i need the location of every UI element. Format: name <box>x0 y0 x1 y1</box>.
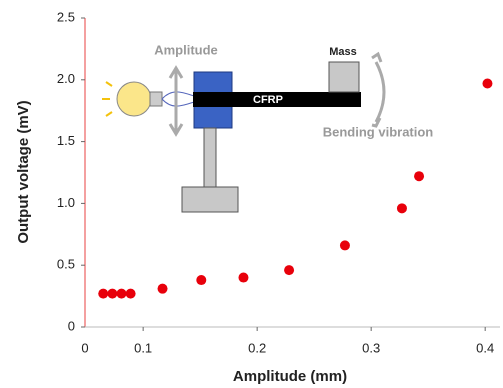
inset-diagram: Amplitude Mass CFRP Bending vibration <box>102 42 434 213</box>
bulb-base <box>149 91 163 107</box>
point <box>482 78 493 89</box>
annotation: Mass <box>329 46 357 58</box>
x-axis-title: Amplitude (mm) <box>233 368 347 385</box>
cfrp-beam <box>193 92 361 107</box>
point <box>157 283 168 294</box>
x-tick-label: 0.1 <box>134 340 152 355</box>
x-tick-label: 0.2 <box>248 340 266 355</box>
x-tick-label: 0.3 <box>362 340 380 355</box>
mass-block <box>328 61 360 93</box>
point <box>238 272 249 283</box>
wire <box>161 91 195 107</box>
point <box>98 288 109 299</box>
stand <box>203 127 217 189</box>
point <box>196 275 207 286</box>
arrows <box>168 51 386 137</box>
y-tick-label: 0 <box>68 318 75 333</box>
x-tick-label: 0.4 <box>476 340 494 355</box>
bulb <box>116 81 152 117</box>
point <box>125 288 136 299</box>
annotation: CFRP <box>253 94 283 106</box>
point <box>396 203 407 214</box>
y-tick-label: 0.5 <box>57 257 75 272</box>
point <box>414 171 425 182</box>
annotation: Amplitude <box>154 42 218 57</box>
point <box>116 288 127 299</box>
y-tick-label: 1.0 <box>57 195 75 210</box>
stand-base <box>181 186 239 213</box>
x-tick-label: 0 <box>81 340 88 355</box>
y-tick-label: 2.5 <box>57 9 75 24</box>
y-tick-label: 2.0 <box>57 71 75 86</box>
bulb-rays <box>102 81 113 117</box>
point <box>284 265 295 276</box>
y-axis-title: Output voltage (mV) <box>15 100 32 243</box>
point <box>107 288 118 299</box>
annotation: Bending vibration <box>323 124 434 139</box>
y-tick-label: 1.5 <box>57 133 75 148</box>
point <box>339 240 350 251</box>
